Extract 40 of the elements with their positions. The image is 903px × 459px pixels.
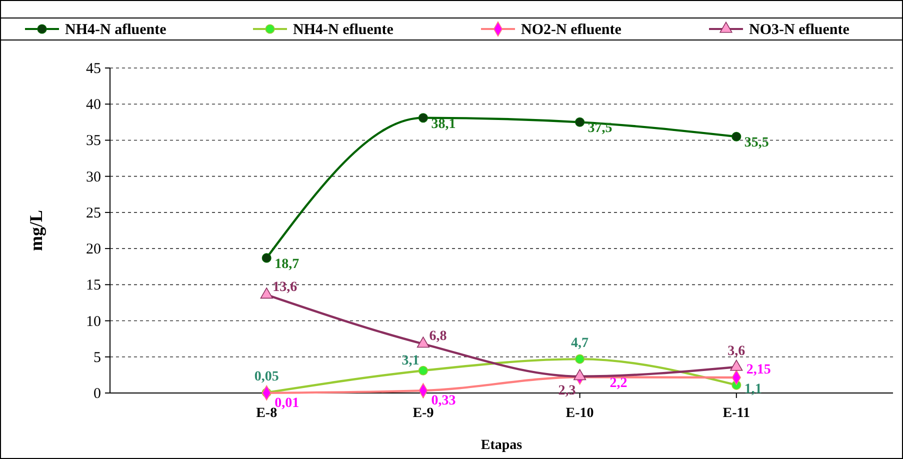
- x-tick-label: E-10: [566, 406, 594, 421]
- y-tick-label: 5: [94, 350, 101, 366]
- legend-label: NH4-N afluente: [65, 22, 167, 38]
- data-label: 18,7: [274, 256, 300, 272]
- point: [262, 253, 272, 263]
- point: [732, 132, 742, 142]
- data-label: 13,6: [272, 280, 298, 295]
- x-tick-label: E-8: [256, 406, 278, 421]
- data-label: 4,7: [571, 336, 589, 352]
- y-tick-label: 40: [86, 97, 101, 114]
- point: [418, 366, 428, 376]
- data-label: 3,6: [728, 344, 746, 359]
- point: [418, 113, 428, 123]
- data-label: 2,2: [610, 376, 628, 392]
- y-axis-title: mg/L: [26, 210, 46, 252]
- x-tick-label: E-9: [412, 406, 434, 421]
- data-label: 38,1: [431, 116, 456, 132]
- data-label: 2,15: [746, 362, 771, 378]
- y-tick-label: 25: [86, 205, 101, 222]
- data-label: 35,5: [744, 136, 769, 151]
- y-tick-label: 20: [86, 242, 101, 258]
- y-tick-label: 15: [86, 278, 101, 294]
- point: [260, 288, 273, 299]
- y-tick-label: 30: [86, 169, 101, 186]
- legend-label: NO3-N efluente: [749, 22, 850, 38]
- y-tick-label: 10: [86, 314, 101, 330]
- point: [575, 117, 585, 127]
- y-tick-label: 0: [94, 386, 101, 402]
- data-label: 37,5: [588, 121, 612, 136]
- y-tick-label: 45: [86, 61, 101, 77]
- data-label: 3,1: [402, 354, 420, 369]
- point: [575, 354, 585, 364]
- data-label: 0,33: [431, 394, 456, 409]
- data-label: 0,05: [254, 370, 279, 385]
- x-axis-title: Etapas: [480, 438, 523, 453]
- data-label: 6,8: [429, 328, 447, 344]
- y-tick-label: 35: [86, 133, 101, 150]
- x-tick-label: E-11: [722, 406, 750, 421]
- legend-label: NH4-N efluente: [293, 22, 394, 38]
- legend-label: NO2-N efluente: [521, 22, 622, 38]
